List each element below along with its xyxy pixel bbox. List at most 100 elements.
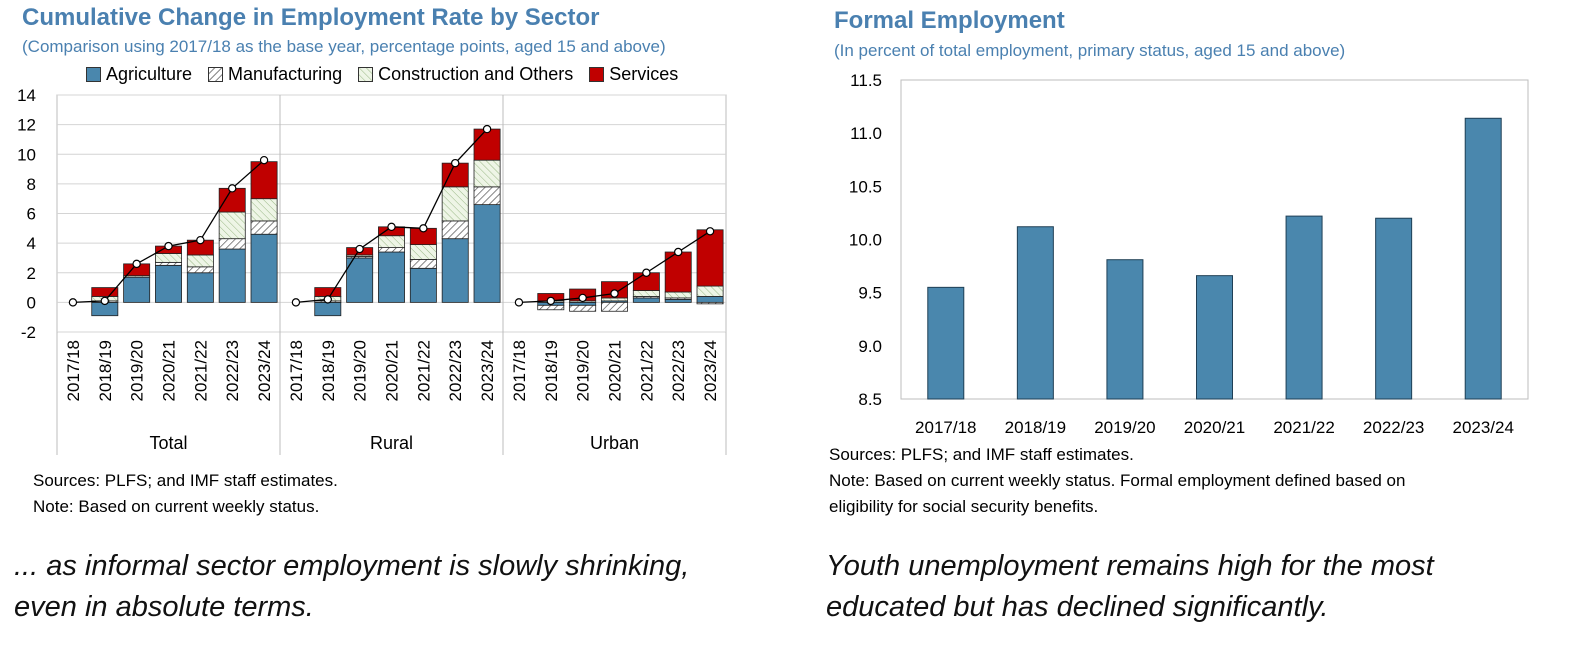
bar-segment-services-urban	[696, 229, 724, 287]
total-line-point	[323, 295, 332, 304]
left-caption-line-2: even in absolute terms.	[14, 591, 314, 623]
group-label-total: Total	[149, 433, 187, 453]
total-line-point	[419, 224, 428, 233]
y-tick-label: 0	[27, 293, 36, 312]
x-tick-label: 2017/18	[915, 418, 976, 437]
bar-segment-construction-total	[250, 198, 278, 222]
x-tick-label: 2021/22	[191, 340, 210, 401]
left-stacked-bar-chart: -2 0 2 4 6 8 10 12 14 2017/18 2018/19 2019/20 2020/2…	[17, 86, 727, 455]
bar-segment-agriculture-total	[186, 272, 214, 303]
y-tick-label: 8.5	[858, 390, 882, 409]
y-tick-label: 2	[27, 264, 36, 283]
formal-employment-bar-chart: 8.5 9.0 9.5 10.0 10.5 11.0 11.5 2017/18 2018/19 2…	[849, 71, 1529, 437]
legend-label-agriculture: Agriculture	[106, 64, 193, 84]
legend-item-manufacturing: Manufacturing	[208, 64, 342, 85]
bar-segment-manufacturing-total	[155, 261, 182, 266]
x-tick-label: 2022/23	[1363, 418, 1424, 437]
bar-segment-construction-urban	[696, 285, 724, 297]
legend-item-services: Services	[589, 64, 678, 85]
bar-segment-construction-rural	[378, 235, 405, 248]
x-tick-label: 2023/24	[478, 340, 497, 401]
bar-segment-agriculture-total	[250, 233, 278, 303]
bar-segment-construction-urban	[664, 291, 692, 299]
x-tick-label: 2020/21	[1184, 418, 1245, 437]
right-chart-title: Formal Employment	[834, 7, 1065, 34]
total-line-point	[100, 296, 109, 306]
bar-segment-agriculture-urban	[632, 297, 660, 303]
y-tick-label: 6	[27, 205, 36, 224]
right-caption-line-1: Youth unemployment remains high for the …	[826, 550, 1434, 582]
bar-segment-construction-total	[155, 253, 182, 263]
bar-segment-manufacturing-urban	[601, 301, 628, 312]
left-note: Note: Based on current weekly status.	[33, 497, 320, 516]
legend-swatch-manufacturing	[208, 67, 224, 82]
bar-segment-manufacturing-total	[186, 266, 214, 274]
x-tick-label: 2022/23	[669, 340, 688, 401]
right-caption: Youth unemployment remains high for the …	[826, 546, 1434, 628]
bar-segment-agriculture-rural	[441, 238, 469, 303]
bar-segment-agriculture-rural	[314, 301, 342, 317]
total-line-point	[610, 289, 619, 298]
right-note-line-1: Note: Based on current weekly status. Fo…	[829, 471, 1406, 490]
bar-segment-construction-rural	[409, 244, 437, 260]
group-label-rural: Rural	[370, 433, 413, 453]
x-tick-label: 2018/19	[1005, 418, 1066, 437]
x-tick-label: 2021/22	[637, 340, 656, 401]
y-tick-label: 9.0	[858, 337, 882, 356]
total-line-point	[482, 124, 492, 134]
bar-segment-construction-total	[186, 254, 214, 268]
bar-segment-services-rural	[314, 287, 342, 297]
total-line-point	[68, 298, 78, 307]
total-line-point	[642, 268, 651, 277]
bar-segment-services-total	[250, 161, 278, 200]
total-line-point	[196, 235, 205, 245]
x-tick-label: 2018/19	[319, 340, 338, 401]
total-line-point	[164, 241, 173, 251]
x-tick-label: 2021/22	[1273, 418, 1334, 437]
x-tick-label: 2019/20	[351, 340, 370, 401]
y-tick-label: 8	[27, 175, 36, 194]
total-line-point	[674, 247, 683, 257]
left-caption: ... as informal sector employment is slo…	[14, 546, 689, 628]
bar-segment-construction-rural	[441, 186, 469, 222]
left-sources: Sources: PLFS; and IMF staff estimates.	[33, 471, 338, 490]
x-tick-label: 2017/18	[287, 340, 306, 401]
y-tick-label: 14	[17, 86, 36, 105]
total-line-point	[132, 259, 141, 269]
x-tick-label: 2019/20	[1094, 418, 1155, 437]
total-line-point	[705, 227, 715, 236]
left-chart-legend: Agriculture Manufacturing Construction a…	[86, 64, 694, 85]
group-label-urban: Urban	[590, 433, 639, 453]
bar-segment-manufacturing-urban	[537, 304, 565, 311]
x-tick-label: 2018/19	[96, 340, 115, 401]
legend-item-construction: Construction and Others	[358, 64, 573, 85]
x-tick-label: 2020/21	[606, 340, 625, 401]
right-caption-line-2: educated but has declined significantly.	[826, 591, 1329, 623]
formal-employment-bar	[1106, 259, 1144, 400]
bar-segment-agriculture-urban	[664, 299, 692, 303]
total-line-point	[546, 296, 555, 306]
right-chart-subtitle: (In percent of total employment, primary…	[834, 41, 1346, 60]
left-chart-title: Cumulative Change in Employment Rate by …	[22, 4, 600, 31]
legend-item-agriculture: Agriculture	[86, 64, 192, 85]
bar-segment-agriculture-rural	[409, 267, 437, 303]
right-note-line-2: eligibility for social security benefits…	[829, 497, 1099, 516]
total-line-point	[259, 155, 269, 165]
y-tick-label: -2	[21, 323, 36, 342]
total-line-point	[514, 298, 524, 307]
bar-segment-manufacturing-rural	[473, 186, 501, 206]
formal-employment-bar	[1016, 226, 1054, 400]
bar-segment-agriculture-rural	[378, 251, 405, 303]
bar-segment-agriculture-rural	[473, 204, 501, 303]
left-chart-subtitle: (Comparison using 2017/18 as the base ye…	[22, 37, 666, 56]
right-sources: Sources: PLFS; and IMF staff estimates.	[829, 445, 1134, 464]
bar-segment-manufacturing-urban	[569, 304, 597, 312]
bar-segment-construction-rural	[473, 159, 501, 188]
formal-employment-bar	[1196, 275, 1233, 400]
total-line-point	[451, 158, 460, 168]
legend-swatch-services	[589, 67, 605, 82]
bar-segment-manufacturing-rural	[378, 247, 405, 253]
bar-segment-manufacturing-total	[218, 238, 246, 250]
formal-employment-bar	[927, 286, 965, 400]
legend-label-construction: Construction and Others	[378, 64, 574, 84]
